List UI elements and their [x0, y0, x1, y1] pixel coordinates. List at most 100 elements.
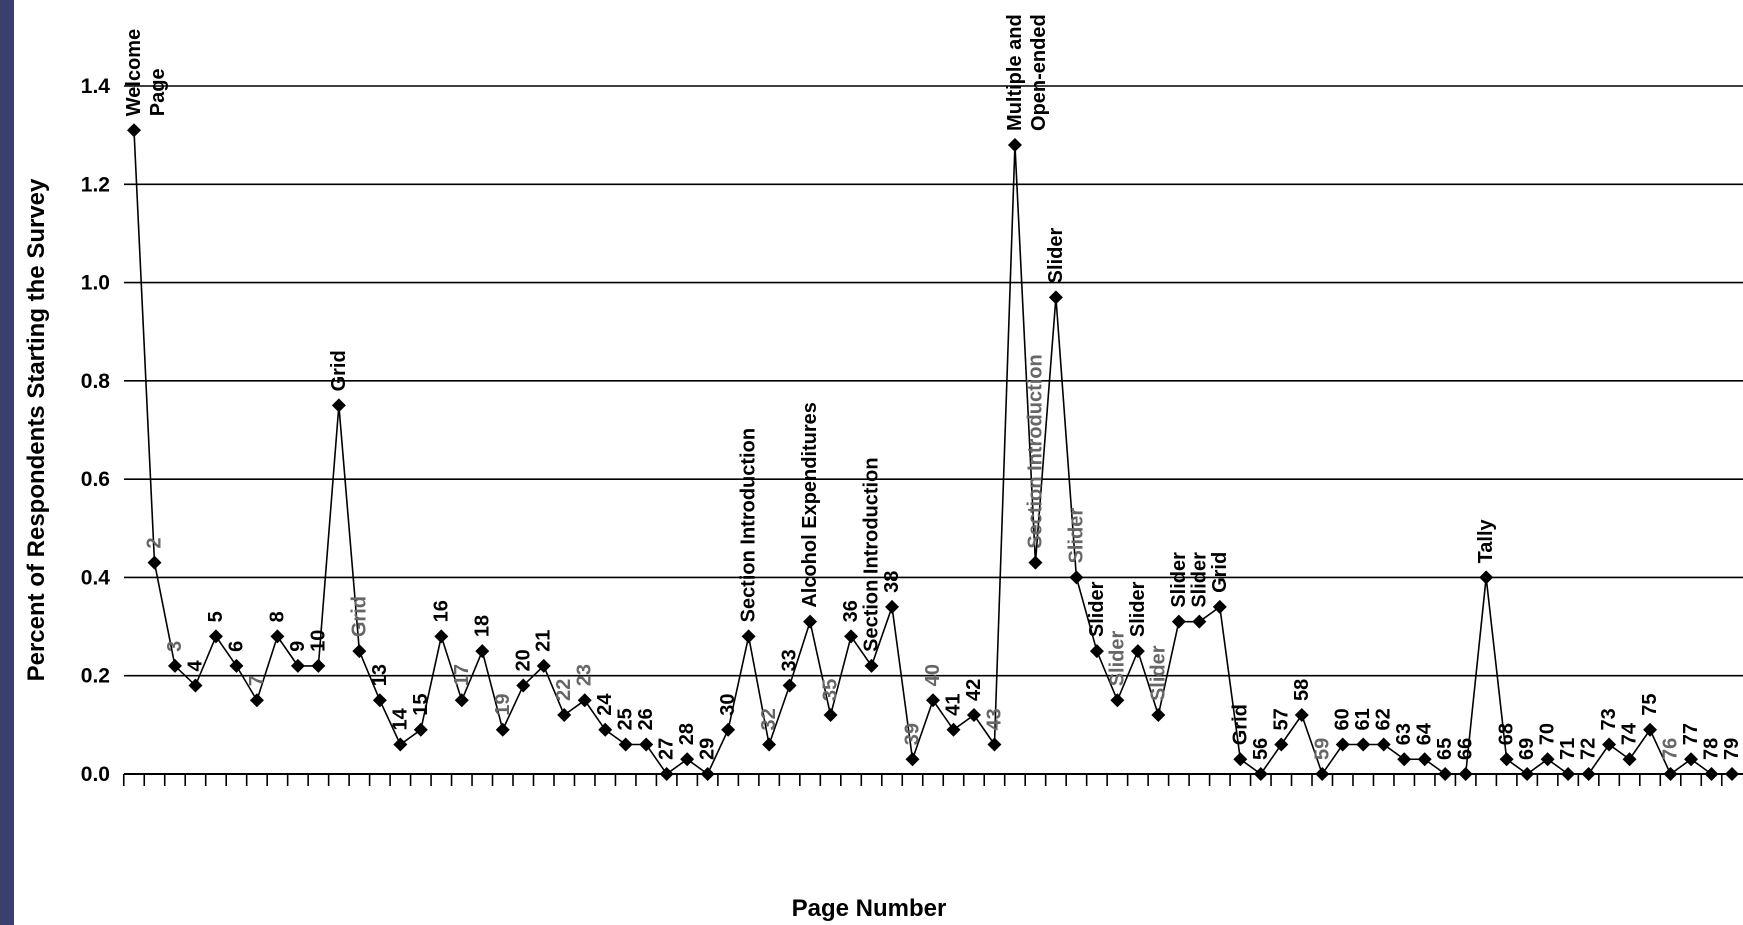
data-point: [1130, 644, 1145, 659]
point-label: 29: [697, 738, 719, 760]
point-label: 61: [1352, 708, 1374, 730]
point-label: 58: [1291, 679, 1313, 701]
data-point: [1581, 767, 1596, 781]
data-point: [1622, 752, 1637, 767]
data-point: [1438, 767, 1453, 781]
point-label-line: 60: [1332, 708, 1354, 730]
data-point: [495, 722, 510, 737]
point-label: 20: [512, 649, 534, 671]
point-label-line: 36: [840, 600, 862, 622]
point-label-line: 77: [1680, 723, 1702, 745]
data-point: [372, 693, 387, 708]
point-label-line: Slider: [1086, 581, 1108, 637]
data-point: [1376, 737, 1391, 752]
point-label-line: Grid: [1229, 704, 1251, 745]
data-point: [926, 693, 940, 708]
point-label-line: Slider: [1106, 630, 1128, 686]
point-label: Section Introduction: [861, 457, 883, 651]
point-label-line: 57: [1270, 708, 1292, 730]
y-tick-label: 0.0: [81, 763, 110, 786]
data-point: [516, 678, 531, 693]
point-label: 28: [676, 723, 698, 745]
point-label: Section Introduction: [738, 428, 760, 622]
data-point: [393, 737, 408, 752]
data-point: [680, 752, 695, 767]
y-tick-label: 0.4: [81, 566, 111, 589]
point-label: 15: [410, 694, 432, 716]
point-label-line: 66: [1455, 738, 1477, 760]
data-point: [659, 767, 674, 781]
data-point: [885, 599, 900, 614]
point-label: 60: [1332, 708, 1354, 730]
data-point: [864, 658, 879, 673]
point-label-line: 18: [471, 615, 493, 637]
data-point: [741, 629, 756, 644]
data-point: [127, 123, 141, 138]
point-label: Slider: [1168, 552, 1190, 608]
point-label: 24: [594, 693, 616, 716]
point-label-line: 61: [1352, 708, 1374, 730]
point-label: Slider: [1086, 581, 1108, 637]
point-label-line: Slider: [1147, 645, 1169, 701]
data-point: [803, 614, 818, 629]
point-label-line: 75: [1639, 694, 1661, 716]
data-point: [1458, 767, 1473, 781]
data-point: [1704, 767, 1719, 781]
point-label-line: Slider: [1045, 228, 1067, 284]
data-point: [1417, 752, 1432, 767]
point-label: 62: [1373, 708, 1395, 730]
data-point: [1274, 737, 1289, 752]
point-label: 30: [717, 694, 739, 716]
point-label-line: 65: [1434, 738, 1456, 760]
point-label: 10: [307, 630, 329, 652]
y-tick-labels: 0.0 0.2 0.4 0.6 0.8 1.0 1.2 1.4: [81, 75, 111, 786]
point-label-line: 14: [389, 707, 411, 730]
data-point: [1048, 290, 1063, 305]
point-label: 25: [615, 708, 637, 730]
point-label: 2: [143, 538, 165, 549]
point-label-line: 72: [1578, 738, 1600, 760]
point-label: Grid: [348, 596, 370, 637]
point-label-line: 6: [225, 641, 247, 652]
point-label-line: 23: [574, 664, 596, 686]
point-label: 42: [963, 679, 985, 701]
point-label: 77: [1680, 723, 1702, 745]
y-tick-label: 1.2: [81, 173, 110, 196]
data-point: [1028, 555, 1043, 570]
data-point: [1294, 708, 1309, 723]
point-label: Section Introduction: [1024, 354, 1046, 548]
point-label-line: 56: [1250, 738, 1272, 760]
point-label-line: 58: [1291, 679, 1313, 701]
point-label: 43: [983, 708, 1005, 730]
point-label-line: 25: [615, 708, 637, 730]
x-axis-title: Page Number: [792, 895, 947, 922]
data-point: [618, 737, 633, 752]
point-label: 78: [1701, 738, 1723, 760]
point-label: Slider: [1127, 581, 1149, 637]
point-label: Slider: [1045, 228, 1067, 284]
point-label-line: 13: [369, 664, 391, 686]
point-label: 8: [266, 611, 288, 622]
point-label-line: 19: [492, 694, 514, 716]
point-label-line: 33: [779, 649, 801, 671]
y-axis-title: Percent of Respondents Starting the Surv…: [23, 178, 50, 681]
data-point: [1663, 767, 1678, 781]
point-label: 39: [902, 723, 924, 745]
data-point: [598, 722, 613, 737]
point-label: 79: [1721, 738, 1743, 760]
data-point: [147, 555, 162, 570]
point-label: 32: [758, 708, 780, 730]
point-label-line: 28: [676, 723, 698, 745]
point-label: 41: [942, 694, 964, 716]
point-label-line: Slider: [1127, 581, 1149, 637]
point-label: Slider: [1065, 508, 1087, 564]
data-point: [782, 678, 797, 693]
point-label-line: 7: [246, 675, 268, 686]
data-point: [475, 644, 490, 659]
point-label: 35: [820, 679, 842, 701]
point-label-line: 59: [1311, 738, 1333, 760]
point-label-line: 69: [1516, 738, 1538, 760]
point-label: 59: [1311, 738, 1333, 760]
point-label-line: Grid: [328, 350, 350, 391]
point-label-line: 30: [717, 694, 739, 716]
